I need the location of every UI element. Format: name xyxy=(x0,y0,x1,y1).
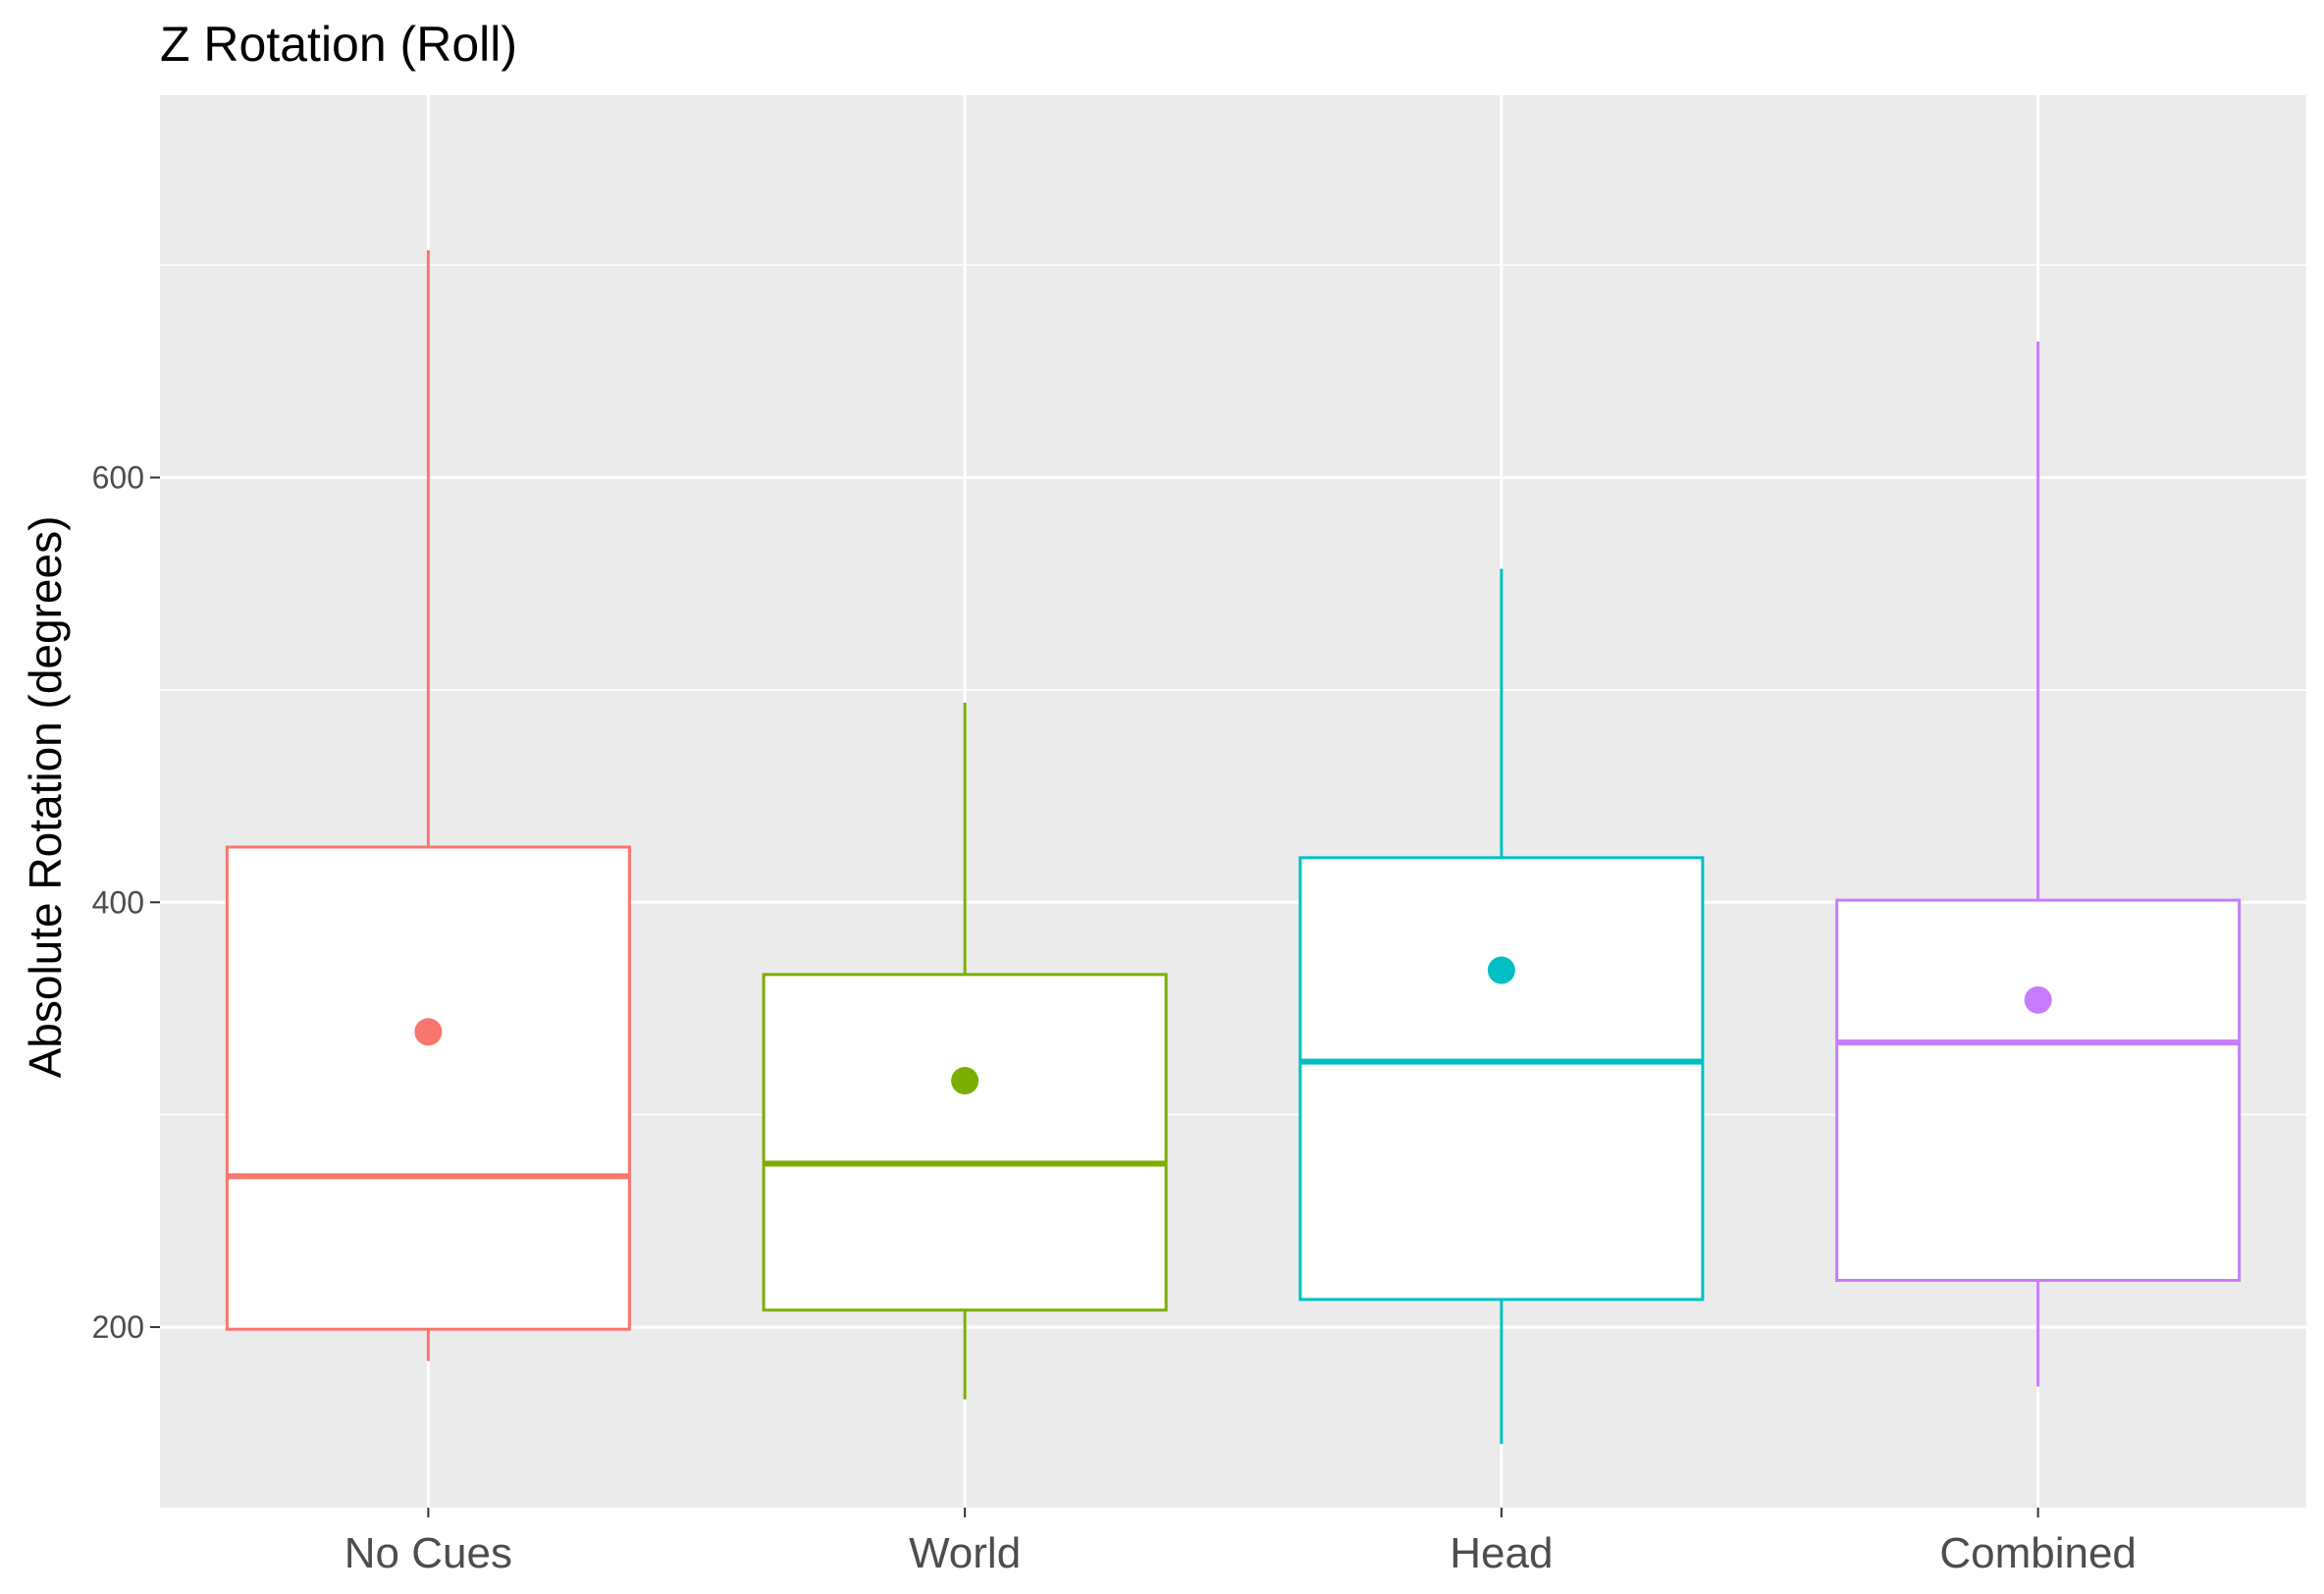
axis-layer: 200 400 600 No Cues World Head Combined xyxy=(92,460,2137,1577)
box-group xyxy=(1298,568,1705,1445)
x-tick-label: Head xyxy=(1450,1529,1553,1577)
mean-point xyxy=(951,1067,979,1095)
y-tick-label: 200 xyxy=(92,1309,144,1345)
box-layer xyxy=(225,249,2242,1445)
box-group xyxy=(225,249,631,1361)
y-axis-label: Absolute Rotation (degrees) xyxy=(20,516,71,1079)
box-group xyxy=(762,702,1168,1400)
box-group xyxy=(1835,342,2242,1387)
iqr-box xyxy=(1835,898,2242,1282)
iqr-box xyxy=(1298,856,1705,1302)
x-tick-label: World xyxy=(909,1529,1021,1577)
y-tick-label: 600 xyxy=(92,460,144,496)
x-tick-label: No Cues xyxy=(344,1529,512,1577)
x-tick-label: Combined xyxy=(1939,1529,2137,1577)
mean-point xyxy=(2024,985,2052,1014)
iqr-box xyxy=(762,973,1168,1312)
chart-title: Z Rotation (Roll) xyxy=(160,17,517,72)
y-tick-label: 400 xyxy=(92,884,144,920)
iqr-box xyxy=(225,845,631,1331)
mean-point xyxy=(414,1018,443,1046)
mean-point xyxy=(1487,956,1515,984)
